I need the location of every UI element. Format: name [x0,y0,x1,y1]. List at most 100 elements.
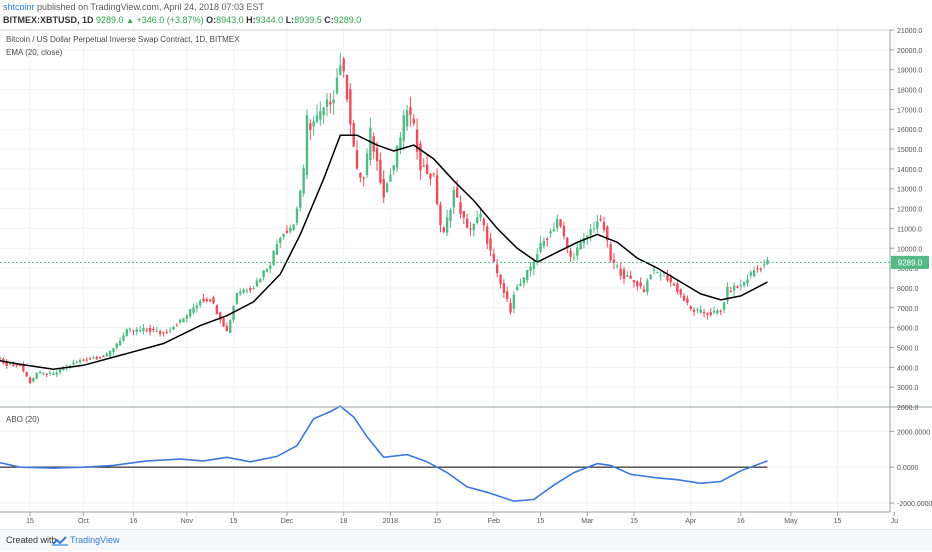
candle-up[interactable] [195,305,199,309]
candle-up[interactable] [155,330,159,332]
candle-down[interactable] [165,332,169,334]
candle-up[interactable] [125,329,128,336]
candle-up[interactable] [295,208,299,223]
ema-indicator-label[interactable]: EMA (20, close) [6,48,63,57]
candle-up[interactable] [38,372,42,374]
candle-up[interactable] [649,274,652,279]
candle-up[interactable] [652,269,656,271]
candle-up[interactable] [335,77,339,94]
candle-up[interactable] [445,217,449,233]
candle-up[interactable] [392,165,395,171]
candle-down[interactable] [419,143,422,171]
candle-down[interactable] [462,211,466,218]
chart-area[interactable]: 2000.0 3000.0 4000.0 5000.0 6000.0 7000.0 8000… [0,27,932,529]
candle-up[interactable] [255,280,259,287]
candle-down[interactable] [202,298,205,302]
candle-up[interactable] [319,111,322,120]
candle-up[interactable] [752,270,756,277]
candle-up[interactable] [532,261,536,270]
candle-down[interactable] [412,118,415,124]
candle-up[interactable] [389,174,392,182]
candle-up[interactable] [542,240,546,247]
candle-up[interactable] [138,329,142,331]
candle-up[interactable] [42,372,45,374]
candle-down[interactable] [676,283,679,292]
candle-up[interactable] [182,318,185,323]
candle-up[interactable] [549,231,552,234]
candle-up[interactable] [402,115,405,141]
candle-up[interactable] [198,300,202,306]
candle-down[interactable] [622,269,626,279]
candle-down[interactable] [559,219,562,227]
candle-up[interactable] [572,257,576,259]
candle-up[interactable] [552,229,556,232]
candle-up[interactable] [526,270,529,281]
candle-down[interactable] [249,287,252,291]
candle-up[interactable] [142,327,145,332]
candle-up[interactable] [696,309,699,311]
tradingview-logo-icon[interactable] [52,534,68,552]
candle-up[interactable] [626,275,629,277]
candle-up[interactable] [519,283,522,286]
candle-up[interactable] [592,228,596,230]
candle-up[interactable] [479,214,482,218]
candle-down[interactable] [736,286,739,288]
candle-down[interactable] [409,107,412,115]
candle-down[interactable] [442,227,445,232]
candle-up[interactable] [265,269,269,272]
candle-down[interactable] [425,164,429,175]
candle-down[interactable] [309,123,312,130]
candle-up[interactable] [279,237,282,244]
candle-down[interactable] [729,291,732,293]
candle-up[interactable] [726,286,729,302]
candle-down[interactable] [432,173,435,175]
candle-up[interactable] [452,190,455,208]
candle-up[interactable] [229,319,232,333]
candle-down[interactable] [219,312,222,320]
candle-down[interactable] [492,253,496,262]
candle-down[interactable] [639,282,642,287]
candle-down[interactable] [706,313,709,315]
candle-down[interactable] [5,361,8,366]
candle-down[interactable] [619,268,622,276]
candle-up[interactable] [48,372,52,374]
candle-down[interactable] [636,281,639,287]
candle-up[interactable] [272,251,275,265]
candle-down[interactable] [102,356,105,358]
candle-down[interactable] [502,283,506,294]
candle-down[interactable] [148,327,152,332]
candle-down[interactable] [215,305,219,315]
candle-up[interactable] [616,265,619,267]
candle-down[interactable] [175,325,179,327]
candle-down[interactable] [465,218,469,228]
candle-down[interactable] [509,303,512,313]
candle-up[interactable] [339,65,342,75]
candle-down[interactable] [158,331,162,334]
candle-down[interactable] [606,226,609,241]
candle-down[interactable] [569,250,572,257]
candle-down[interactable] [756,268,759,270]
candle-down[interactable] [362,177,365,179]
candle-up[interactable] [315,115,319,122]
candle-up[interactable] [262,270,265,278]
candle-down[interactable] [12,364,15,367]
candle-up[interactable] [252,287,255,289]
candle-up[interactable] [122,335,125,341]
candle-down[interactable] [505,291,509,299]
candle-down[interactable] [222,318,225,327]
candle-up[interactable] [399,137,402,150]
candle-up[interactable] [115,343,118,348]
candle-down[interactable] [152,328,155,331]
candle-down[interactable] [429,173,432,179]
candle-up[interactable] [712,311,716,313]
candle-up[interactable] [299,190,302,208]
tradingview-brand-link[interactable]: TradingView [70,535,120,545]
abo-axis[interactable]: -2000.0000 0.0000 2000.0000 [890,429,932,508]
candle-up[interactable] [289,228,292,232]
candle-up[interactable] [325,99,329,107]
candle-up[interactable] [766,259,769,265]
candle-down[interactable] [85,359,88,361]
candle-down[interactable] [672,283,676,286]
candle-up[interactable] [739,285,742,287]
candle-down[interactable] [15,364,18,366]
